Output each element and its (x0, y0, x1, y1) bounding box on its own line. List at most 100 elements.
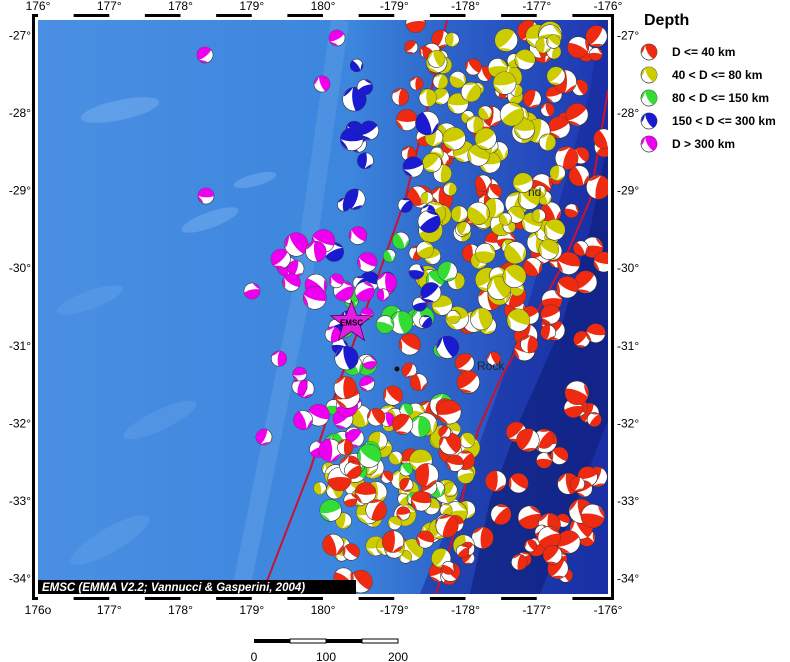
focal-mechanism (565, 103, 589, 126)
epicenter-marker (329, 299, 374, 342)
focal-mechanism (502, 264, 527, 288)
focal-mechanism (399, 462, 413, 477)
focal-mechanism (402, 156, 424, 178)
focal-mechanism (580, 503, 605, 529)
legend-swatch-icon (640, 66, 658, 83)
frame-stripe (109, 14, 145, 17)
focal-mechanism (366, 408, 386, 427)
focal-mechanism (415, 463, 439, 487)
focal-mechanism (357, 152, 374, 170)
focal-mechanism (437, 261, 458, 282)
legend-item: 150 < D <= 300 km (638, 109, 788, 132)
focal-mechanism (282, 273, 301, 292)
focal-mechanism (442, 127, 466, 151)
focal-mechanism (567, 36, 590, 59)
focal-mechanism (302, 285, 327, 310)
focal-mechanism (420, 282, 442, 303)
focal-mechanism (391, 88, 409, 106)
focal-mechanism (420, 191, 434, 205)
focal-mechanism (536, 452, 553, 469)
frame-stripe (251, 597, 288, 600)
focal-mechanism (511, 554, 528, 571)
focal-mechanism (343, 493, 358, 507)
lat-tick-right: -29° (617, 184, 639, 198)
focal-mechanism (446, 310, 461, 324)
focal-mechanism (540, 102, 555, 117)
credit-text: EMSC (EMMA V2.2; Vannucci & Gasperini, 2… (42, 582, 305, 594)
lon-tick-bottom: -179° (380, 603, 409, 617)
lon-tick-top: 177° (97, 0, 122, 13)
focal-mechanism (409, 76, 424, 91)
focal-mechanism (344, 188, 366, 210)
place-label-1: nd (528, 185, 541, 199)
legend-swatch-icon (640, 135, 658, 152)
focal-mechanism (588, 47, 603, 61)
lat-tick-right: -32° (617, 416, 639, 430)
focal-mechanism (354, 281, 375, 302)
frame-stripe (251, 14, 288, 17)
focal-mechanism (342, 543, 360, 561)
focal-mechanism (524, 539, 538, 553)
lon-tick-top: 176° (26, 0, 51, 13)
focal-mechanism (531, 208, 546, 223)
epicenter-label: EMSC (340, 319, 363, 328)
focal-mechanism (516, 428, 540, 452)
focal-mechanism (460, 81, 482, 103)
focal-mechanism (499, 102, 524, 127)
focal-mechanism (392, 231, 410, 250)
axis-ticks: 176° 176o 177° 177° 178° 178° 179° 179° 180° 180°… (9, 0, 640, 617)
lat-tick-left: -30° (9, 261, 31, 275)
island-dot (394, 366, 400, 372)
lon-tick-bottom: 176o (25, 603, 52, 617)
lon-tick-bottom: -176° (594, 603, 623, 617)
focal-mechanism (357, 443, 382, 468)
focal-mechanism (305, 241, 327, 263)
focal-mechanism (324, 242, 344, 262)
focal-mechanism (549, 165, 566, 181)
scale-label-100: 100 (316, 650, 336, 662)
frame-stripe (394, 14, 430, 17)
focal-mechanism (419, 315, 433, 329)
focal-mechanism (474, 127, 497, 150)
lat-tick-right: -31° (617, 339, 639, 353)
legend-title: Depth (644, 12, 690, 29)
focal-mechanism (356, 79, 373, 96)
lat-tick-left: -33° (9, 494, 31, 508)
focal-mechanism (348, 226, 368, 245)
focal-mechanism (449, 71, 467, 89)
lon-tick-top: 178° (168, 0, 193, 13)
focal-mechanism (441, 560, 456, 575)
frame-stripe (394, 597, 430, 600)
legend-item: D <= 40 km (638, 40, 788, 63)
focal-mechanism (292, 366, 308, 382)
focal-mechanism (397, 197, 413, 213)
focal-mechanism (334, 346, 359, 371)
focal-mechanism (387, 516, 402, 531)
focal-mechanism (574, 270, 598, 294)
lat-tick-right: -30° (617, 261, 639, 275)
lon-tick-bottom: -178° (451, 603, 480, 617)
focal-mechanism (333, 376, 357, 400)
lon-tick-top: -179° (380, 0, 409, 13)
lon-tick-bottom: 177° (97, 603, 122, 617)
scale-bar-segment-3 (326, 639, 362, 643)
focal-mechanism (382, 385, 403, 406)
focal-mechanism (359, 120, 379, 141)
lon-tick-bottom: 178° (168, 603, 193, 617)
focal-mechanism (585, 323, 606, 344)
focal-mechanism (494, 28, 518, 52)
legend-items: D <= 40 km 40 < D <= 80 km 80 < D <= 150 k… (638, 40, 788, 155)
focal-mechanism (498, 212, 512, 226)
focal-mechanism (593, 251, 608, 273)
depth-legend: Depth D <= 40 km 40 < D <= 80 km 80 < D <=… (638, 12, 788, 155)
focal-mechanism (554, 146, 579, 170)
focal-mechanism (382, 249, 397, 263)
focal-mechanism (457, 221, 472, 236)
focal-mechanism (380, 470, 394, 484)
focal-mechanism (319, 499, 342, 522)
lat-tick-right: -28° (617, 106, 639, 120)
frame-stripe (38, 597, 74, 600)
focal-mechanism (396, 506, 411, 521)
focal-mechanism (568, 165, 590, 187)
